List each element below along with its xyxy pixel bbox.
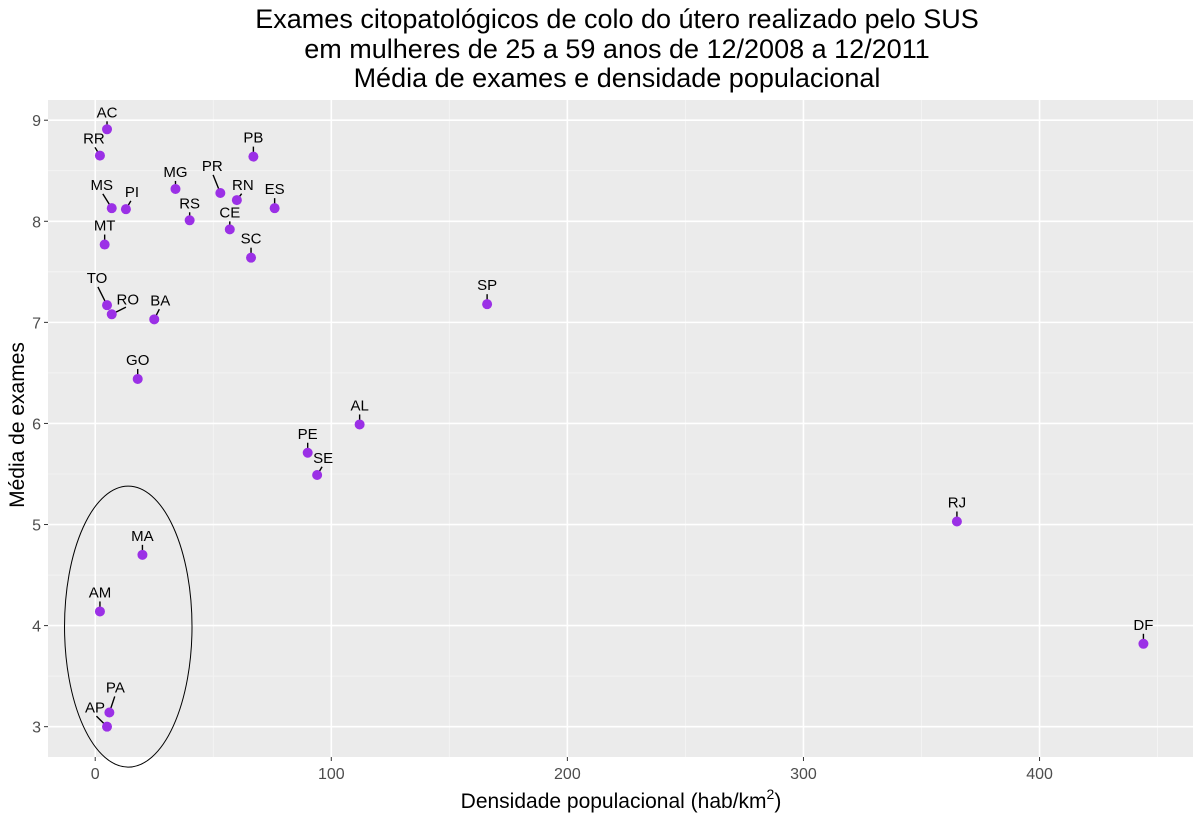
y-tick-label: 8 bbox=[32, 214, 41, 231]
point-mg bbox=[170, 183, 181, 194]
point-ba bbox=[149, 314, 160, 325]
y-tick-label: 9 bbox=[32, 113, 41, 130]
label-ma: MA bbox=[131, 528, 154, 545]
point-sp bbox=[482, 299, 493, 310]
label-al: AL bbox=[350, 397, 368, 414]
point-pe bbox=[302, 447, 313, 458]
label-ms: MS bbox=[90, 177, 113, 194]
label-mg: MG bbox=[163, 164, 187, 181]
point-ce bbox=[224, 224, 235, 235]
point-rj bbox=[951, 516, 962, 527]
y-tick-label: 4 bbox=[32, 619, 41, 636]
point-rs bbox=[184, 215, 195, 226]
y-tick-label: 3 bbox=[32, 720, 41, 737]
label-ce: CE bbox=[219, 204, 240, 221]
x-tick-label: 400 bbox=[1026, 766, 1053, 783]
label-rn: RN bbox=[232, 177, 254, 194]
point-pa bbox=[104, 707, 115, 718]
chart-title-line-1: Exames citopatológicos de colo do útero … bbox=[255, 4, 978, 34]
label-pr: PR bbox=[202, 158, 223, 175]
label-se: SE bbox=[313, 450, 333, 467]
plot-panel bbox=[48, 100, 1193, 757]
label-es: ES bbox=[265, 181, 285, 198]
chart-title: Exames citopatológicos de colo do útero … bbox=[255, 4, 978, 93]
label-rs: RS bbox=[179, 195, 200, 212]
x-tick-label: 0 bbox=[91, 766, 100, 783]
label-sc: SC bbox=[241, 231, 262, 248]
point-rn bbox=[231, 195, 242, 206]
point-ro bbox=[106, 309, 117, 320]
label-pe: PE bbox=[298, 426, 318, 443]
x-tick-label: 100 bbox=[318, 766, 345, 783]
label-mt: MT bbox=[94, 218, 116, 235]
chart-title-line-3: Média de exames e densidade populacional bbox=[354, 63, 881, 93]
point-df bbox=[1138, 638, 1149, 649]
major-gridlines bbox=[48, 100, 1193, 757]
highlight-ellipse bbox=[64, 485, 193, 768]
point-es bbox=[269, 203, 280, 214]
highlight-annotation bbox=[64, 485, 193, 768]
chart-title-line-2: em mulheres de 25 a 59 anos de 12/2008 a… bbox=[304, 34, 929, 64]
y-tick-label: 5 bbox=[32, 518, 41, 535]
point-ma bbox=[137, 549, 148, 560]
label-to: TO bbox=[87, 270, 108, 287]
label-go: GO bbox=[126, 352, 149, 369]
label-ac: AC bbox=[97, 104, 118, 121]
y-tick-label: 6 bbox=[32, 416, 41, 433]
x-tick-label: 300 bbox=[790, 766, 817, 783]
point-mt bbox=[99, 239, 110, 250]
point-ap bbox=[102, 721, 113, 732]
point-pr bbox=[215, 187, 226, 198]
point-ms bbox=[106, 203, 117, 214]
label-am: AM bbox=[89, 584, 112, 601]
label-pa: PA bbox=[106, 680, 125, 697]
label-df: DF bbox=[1133, 617, 1153, 634]
point-go bbox=[132, 373, 143, 384]
point-to bbox=[102, 300, 113, 311]
point-pi bbox=[120, 204, 131, 215]
point-pb bbox=[248, 151, 259, 162]
label-rj: RJ bbox=[948, 494, 966, 511]
x-tick-label: 200 bbox=[554, 766, 581, 783]
y-tick-label: 7 bbox=[32, 315, 41, 332]
label-pb: PB bbox=[243, 130, 263, 147]
label-ro: RO bbox=[116, 291, 139, 308]
point-rr bbox=[94, 150, 105, 161]
minor-gridlines bbox=[48, 100, 1193, 757]
y-axis-title: Média de exames bbox=[6, 342, 29, 508]
point-labels: AC RR PB MG PR RN MS PI ES RS CE MT SC SP TO RO BA GO AL PE… bbox=[83, 104, 1153, 716]
y-axis: 3 4 5 6 7 8 9 bbox=[32, 113, 48, 737]
x-axis-title: Densidade populacional (hab/km2) bbox=[461, 786, 782, 813]
point-se bbox=[312, 469, 323, 480]
label-pi: PI bbox=[125, 184, 139, 201]
point-sc bbox=[246, 252, 257, 263]
label-ap: AP bbox=[85, 700, 105, 717]
label-rr: RR bbox=[83, 131, 105, 148]
x-axis: 0 100 200 300 400 bbox=[91, 757, 1053, 783]
point-al bbox=[354, 419, 365, 430]
label-ba: BA bbox=[150, 292, 170, 309]
data-points bbox=[94, 124, 1149, 732]
point-ac bbox=[102, 124, 113, 135]
label-sp: SP bbox=[477, 277, 497, 294]
point-am bbox=[94, 606, 105, 617]
